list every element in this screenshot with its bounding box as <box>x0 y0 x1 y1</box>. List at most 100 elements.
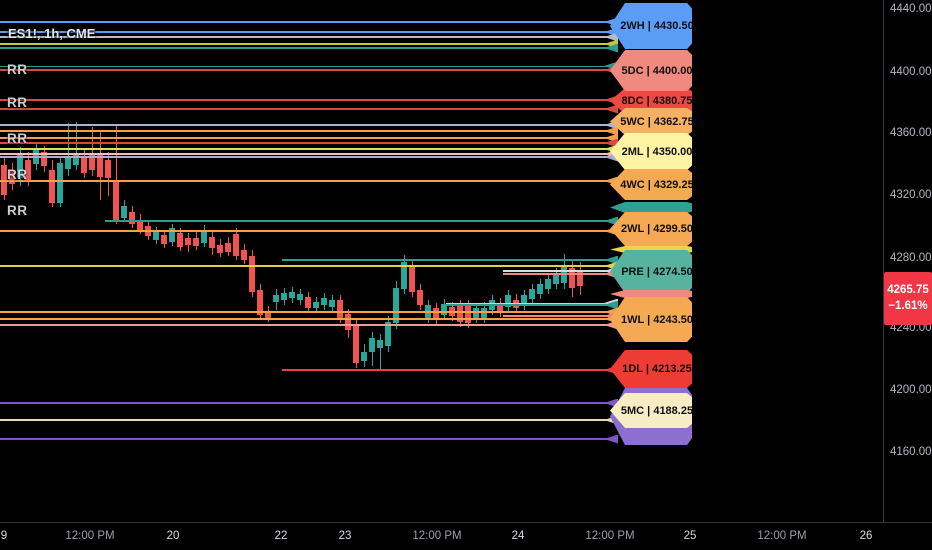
candle <box>521 295 527 305</box>
price-level-line[interactable] <box>0 265 618 267</box>
price-level-tag-hidden[interactable] <box>610 202 692 213</box>
candle <box>353 325 359 363</box>
price-level-line[interactable] <box>446 304 618 306</box>
candle-wick <box>76 122 77 170</box>
price-level-arrow <box>604 216 618 226</box>
price-level-line[interactable] <box>0 180 618 182</box>
symbol-title[interactable]: ES1!, 1h, CME <box>8 26 96 41</box>
price-level-tag[interactable]: 2WH | 4430.50 <box>610 3 692 49</box>
price-level-line[interactable] <box>0 99 618 101</box>
price-level-tag[interactable]: 2ML | 4350.00 <box>610 133 692 170</box>
candle <box>281 293 287 300</box>
price-level-line[interactable] <box>0 21 618 23</box>
price-level-tag-label: 1DL | 4213.25 <box>622 363 692 375</box>
candle <box>297 294 303 300</box>
price-level-tag[interactable]: 4WC | 4329.25 <box>610 169 692 200</box>
candle <box>409 265 415 292</box>
last-price-value: 4265.75 <box>887 284 929 297</box>
price-level-arrow <box>604 120 618 130</box>
price-level-tag[interactable]: 1WL | 4243.50 <box>610 297 692 342</box>
candle <box>25 160 31 180</box>
candle <box>169 228 175 242</box>
candle <box>17 155 23 178</box>
price-level-line[interactable] <box>0 311 618 313</box>
price-level-line[interactable] <box>282 369 618 371</box>
price-level-arrow <box>604 269 618 279</box>
price-level-line[interactable] <box>0 148 618 150</box>
watermark-label: RR <box>7 62 28 77</box>
price-level-tag[interactable]: 5DC | 4400.00 <box>610 50 692 91</box>
candle <box>505 295 511 307</box>
candle <box>9 170 15 184</box>
price-level-tag-label: 5MC | 4188.25 <box>620 404 694 417</box>
price-level-tag[interactable]: PRE | 4274.50 <box>610 250 692 293</box>
price-level-line[interactable] <box>0 69 618 71</box>
price-level-line[interactable] <box>0 324 618 326</box>
price-level-line[interactable] <box>503 270 618 272</box>
candle <box>441 304 447 315</box>
price-level-tag-hidden[interactable] <box>610 290 692 298</box>
price-level-line[interactable] <box>0 108 618 110</box>
price-level-line[interactable] <box>0 153 618 155</box>
price-level-line[interactable] <box>0 230 618 232</box>
price-level-line[interactable] <box>0 402 618 404</box>
price-level-line[interactable] <box>503 315 618 317</box>
watermark-label: RR <box>7 203 28 218</box>
price-level-line[interactable] <box>0 65 618 67</box>
price-level-tag[interactable]: 2WL | 4299.50 <box>610 212 692 246</box>
price-level-tag-label: 2WL | 4299.50 <box>621 223 693 235</box>
price-level-line[interactable] <box>0 47 618 49</box>
price-level-line[interactable] <box>105 220 618 222</box>
price-level-line[interactable] <box>282 259 618 261</box>
price-level-arrow <box>604 255 618 265</box>
candle <box>97 155 103 177</box>
price-level-line[interactable] <box>0 137 618 139</box>
candle <box>49 170 55 203</box>
candle <box>481 308 487 318</box>
time-axis-tick: 25 <box>683 530 697 542</box>
price-level-line[interactable] <box>0 43 618 45</box>
candle <box>273 295 279 302</box>
candle <box>577 272 583 286</box>
price-level-line[interactable] <box>0 419 618 421</box>
price-level-arrow <box>604 61 618 71</box>
candle <box>473 308 479 318</box>
candle <box>265 312 271 318</box>
candle <box>377 340 383 348</box>
candle <box>41 152 47 166</box>
price-level-line[interactable] <box>0 31 618 33</box>
chart-pane[interactable]: ES1!, 1h, CME RR RR RR RR RR 2WH | 4430.50 8DC… <box>0 0 883 522</box>
candle <box>89 153 95 170</box>
candle <box>529 289 535 299</box>
price-level-arrow <box>604 17 618 27</box>
candle <box>289 292 295 298</box>
candle <box>73 153 79 165</box>
price-level-line[interactable] <box>446 302 618 304</box>
price-level-tag-hidden[interactable] <box>610 246 692 253</box>
price-axis-tick: 4320.00 <box>890 189 932 201</box>
price-level-line[interactable] <box>0 130 618 132</box>
price-level-tag[interactable]: 5WC | 4362.75 <box>610 108 692 135</box>
price-level-tag[interactable]: 1DL | 4213.25 <box>610 350 692 388</box>
time-axis[interactable]: 9 12:00 PM 20 22 23 12:00 PM 24 12:00 PM 25 12:00… <box>0 522 932 550</box>
price-level-tag-label: 1WL | 4243.50 <box>621 313 693 326</box>
candle <box>241 250 247 260</box>
price-level-line[interactable] <box>503 273 618 275</box>
price-level-line[interactable] <box>0 142 618 144</box>
candle <box>337 300 343 318</box>
price-axis[interactable]: 4440.00 4400.00 4360.00 4320.00 4280.00 4240.… <box>883 0 932 522</box>
candle-wick <box>380 334 381 369</box>
candle <box>497 303 503 312</box>
price-level-line[interactable] <box>0 318 618 320</box>
candle <box>329 300 335 307</box>
price-level-line[interactable] <box>0 156 618 158</box>
candle <box>233 234 239 256</box>
price-level-arrow <box>604 32 618 42</box>
price-level-line[interactable] <box>0 36 618 38</box>
price-level-line[interactable] <box>0 438 618 440</box>
price-level-arrow <box>604 300 618 310</box>
time-axis-tick: 20 <box>166 530 180 542</box>
price-level-line[interactable] <box>0 124 618 126</box>
price-level-tag[interactable]: 5MC | 4188.25 <box>610 393 692 428</box>
candle <box>113 180 119 220</box>
